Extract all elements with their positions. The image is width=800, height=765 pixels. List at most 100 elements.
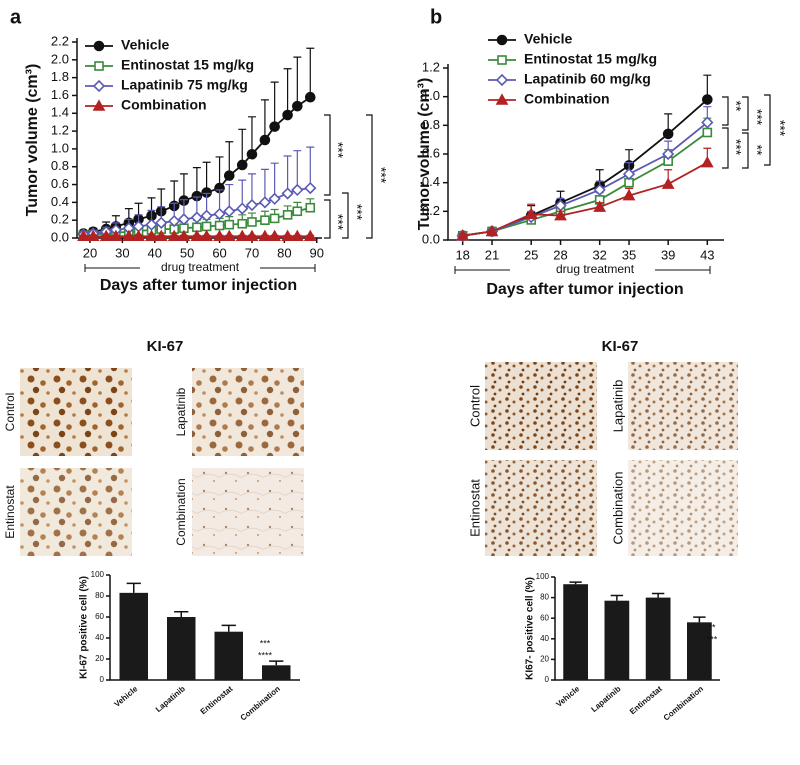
data-point	[700, 155, 714, 168]
data-point	[190, 211, 204, 224]
data-point	[177, 213, 191, 226]
data-point	[168, 214, 181, 228]
annotation: ***	[330, 142, 346, 159]
error-bar	[270, 81, 279, 127]
annotation: ***	[349, 204, 365, 221]
data-point	[258, 229, 272, 242]
micrograph-label: Lapatinib	[174, 387, 188, 436]
y-tick-label: 1.0	[422, 88, 440, 103]
data-point	[303, 229, 317, 242]
micrograph-title: KI-67	[147, 338, 184, 355]
x-tick-label: 28	[553, 247, 567, 262]
y-axis-label: Tumor volume (cm³)	[416, 78, 433, 231]
y-tick-label: 0.4	[422, 174, 440, 189]
annotation: **	[749, 145, 765, 156]
data-point	[281, 187, 294, 200]
data-point	[269, 213, 280, 224]
y-tick-label: 1.0	[51, 140, 69, 155]
data-point	[269, 121, 280, 132]
legend-label: Vehicle	[121, 37, 169, 53]
x-tick-label: Combination	[239, 684, 282, 722]
y-axis-label: Tumor volume (cm³)	[24, 64, 41, 217]
data-point	[190, 229, 204, 242]
micrograph-label: Control	[467, 385, 482, 427]
data-point	[304, 181, 317, 195]
bar	[119, 592, 148, 680]
annotation: ***	[330, 214, 346, 231]
y-tick-label: 60	[540, 613, 549, 622]
micrograph	[485, 460, 597, 556]
legend-marker	[92, 99, 106, 111]
bar	[214, 631, 243, 680]
x-tick-label: 32	[592, 247, 606, 262]
x-tick-label: 80	[277, 245, 291, 260]
data-point	[223, 205, 236, 218]
x-tick-label: 25	[524, 247, 538, 262]
x-tick-label: Vehicle	[112, 684, 139, 709]
micrograph	[192, 368, 304, 456]
y-tick-label: 80	[95, 591, 104, 600]
error-bar	[238, 128, 247, 165]
micrograph	[628, 460, 738, 556]
data-point	[86, 229, 100, 242]
y-tick-label: 40	[540, 634, 549, 643]
micrograph	[192, 468, 304, 556]
data-point	[145, 229, 158, 242]
annotation: ***	[260, 638, 271, 648]
data-point	[99, 229, 113, 242]
significance-bracket	[764, 94, 771, 166]
data-point	[177, 229, 191, 242]
data-point	[224, 219, 235, 230]
x-tick-label: 30	[115, 245, 129, 260]
error-bar	[693, 616, 706, 623]
bar	[687, 622, 712, 680]
data-point	[223, 170, 235, 181]
series-line	[462, 98, 708, 237]
y-tick-label: 1.6	[51, 87, 69, 102]
data-point	[268, 192, 281, 205]
significance-bracket	[366, 114, 373, 239]
data-point	[155, 216, 168, 229]
y-tick-label: 0.2	[51, 212, 69, 227]
data-point	[702, 127, 713, 138]
significance-bracket	[742, 96, 749, 131]
data-point	[245, 229, 259, 242]
annotation: **	[708, 622, 716, 632]
y-tick-label: 1.2	[51, 123, 69, 138]
y-tick-label: 2.2	[51, 33, 69, 48]
data-point	[291, 183, 304, 197]
legend-label: Entinostat 15 mg/kg	[524, 51, 657, 67]
y-tick-label: 2.0	[51, 51, 69, 66]
data-point	[622, 188, 636, 201]
legend-marker	[93, 40, 105, 52]
data-point	[213, 207, 226, 221]
bar	[563, 584, 588, 680]
error-bar	[283, 68, 292, 116]
data-point	[77, 229, 90, 242]
x-tick-label: 21	[485, 247, 499, 262]
error-bar	[569, 581, 582, 585]
error-bar	[651, 592, 665, 598]
data-point	[201, 221, 212, 232]
x-tick-label: 50	[180, 245, 194, 260]
x-axis-label: Days after tumor injection	[486, 281, 683, 298]
x-tick-label: 20	[83, 245, 97, 260]
data-point	[236, 159, 248, 171]
data-point	[235, 229, 249, 242]
x-tick-label: Lapatinib	[589, 684, 622, 714]
bar	[262, 665, 291, 680]
data-point	[154, 229, 168, 242]
bar	[604, 600, 630, 680]
significance-bracket	[324, 114, 331, 196]
error-bar	[610, 594, 624, 601]
panel-label: b	[430, 6, 442, 28]
legend-label: Lapatinib 60 mg/kg	[524, 71, 651, 87]
micrograph-label: Control	[3, 393, 17, 432]
y-axis-label: KI67- positive cell (%)	[525, 577, 536, 680]
annotation: ***	[749, 109, 765, 126]
y-tick-label: 20	[95, 654, 104, 663]
error-bar	[260, 99, 269, 140]
y-tick-label: 0.2	[422, 203, 440, 218]
micrograph	[628, 362, 738, 450]
